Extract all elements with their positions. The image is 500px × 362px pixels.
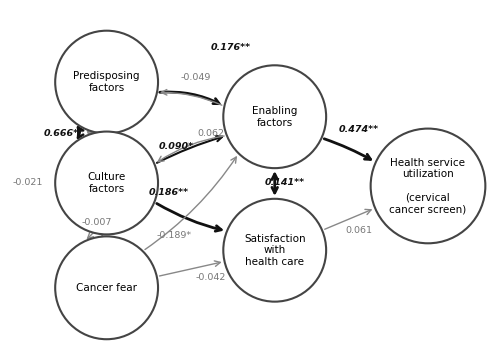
Text: Satisfaction
with
health care: Satisfaction with health care: [244, 233, 306, 267]
Text: 0.061: 0.061: [346, 226, 372, 235]
Text: -0.007: -0.007: [82, 218, 112, 227]
Text: 0.090*: 0.090*: [158, 142, 194, 151]
Text: 0.062: 0.062: [197, 129, 224, 138]
Text: Cancer fear: Cancer fear: [76, 283, 137, 293]
Circle shape: [55, 131, 158, 235]
Text: Culture
factors: Culture factors: [88, 172, 126, 194]
Circle shape: [224, 199, 326, 302]
Circle shape: [55, 31, 158, 134]
Text: -0.021: -0.021: [12, 178, 42, 188]
Text: -0.189*: -0.189*: [156, 231, 192, 240]
Circle shape: [224, 65, 326, 168]
Text: Enabling
factors: Enabling factors: [252, 106, 298, 127]
Text: 0.474**: 0.474**: [338, 125, 379, 134]
Text: 0.141**: 0.141**: [264, 178, 304, 188]
Text: -0.049: -0.049: [180, 73, 211, 82]
Text: -0.042: -0.042: [196, 273, 226, 282]
Circle shape: [370, 129, 486, 243]
Circle shape: [55, 236, 158, 339]
Text: Health service
utilization

(cervical
cancer screen): Health service utilization (cervical can…: [390, 158, 466, 214]
Text: Predisposing
factors: Predisposing factors: [74, 71, 140, 93]
Text: 0.186**: 0.186**: [149, 188, 189, 197]
Text: 0.666**: 0.666**: [44, 129, 84, 138]
Text: 0.176**: 0.176**: [210, 43, 250, 52]
